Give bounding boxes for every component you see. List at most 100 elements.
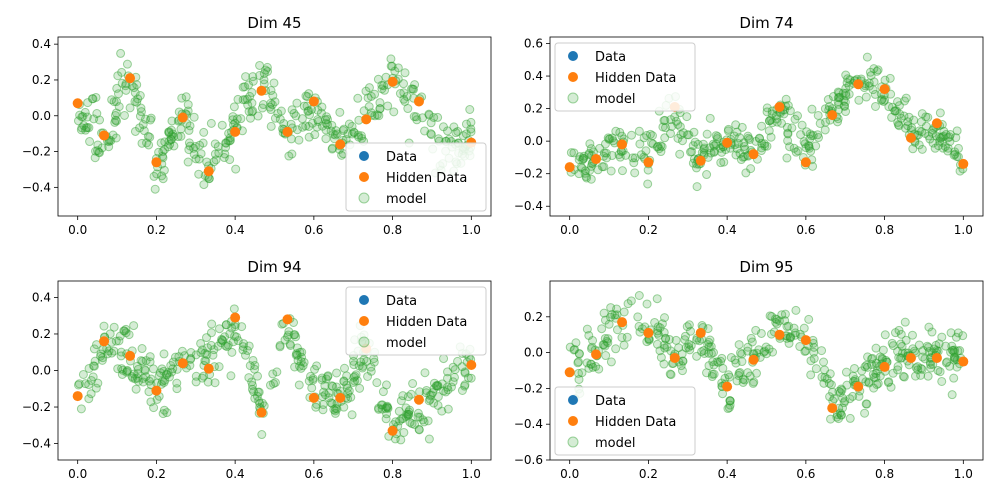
model-point [791,305,801,315]
model-point [958,331,968,341]
model-point [735,368,745,378]
model-point [290,330,300,340]
model-point [716,143,726,153]
model-point [466,373,476,383]
model-point [655,323,665,333]
model-point [370,89,380,99]
model-point [418,113,428,123]
model-point [661,334,671,344]
model-point [293,355,303,365]
model-point [574,169,584,179]
model-point [377,404,387,414]
model-point [117,67,127,77]
model-point [411,112,421,122]
model-point [606,357,616,367]
model-point [339,402,349,412]
model-point [897,341,907,351]
model-point [573,357,583,367]
model-point [724,403,734,413]
model-point [569,148,579,158]
model-point [597,162,607,172]
model-point [80,107,90,117]
model-point [221,320,231,330]
model-point [703,340,713,350]
model-point [641,146,651,156]
model-point [839,95,849,105]
model-point [941,130,951,140]
model-point [784,338,794,348]
model-point [332,368,342,378]
subplot-title: Dim 94 [247,258,301,276]
model-point [107,348,117,358]
model-point [321,115,331,125]
model-point [713,132,723,142]
model-point [799,323,809,333]
model-point [943,143,953,153]
x-tick-label: 1.0 [954,223,973,237]
model-point [691,163,701,173]
model-point [82,123,92,133]
model-point [820,125,830,135]
model-point [453,356,463,366]
model-point [952,126,962,136]
model-point [825,369,835,379]
model-point [660,313,669,323]
model-point [339,377,349,387]
model-point [950,149,960,159]
model-point [160,375,170,385]
model-point [297,114,307,124]
model-point [379,81,389,91]
model-point [422,385,431,395]
model-point [312,361,322,371]
hidden-data-points [72,312,477,436]
hidden-data-point [591,349,602,360]
model-point [297,352,307,362]
hidden-data-point [774,101,785,112]
model-point [158,153,168,163]
model-point [868,85,878,95]
model-point [125,103,135,113]
model-point [894,353,904,363]
model-point [870,89,880,99]
model-point [586,359,596,369]
model-point [110,117,120,127]
model-point [78,369,88,379]
model-point [414,424,424,434]
legend-marker [568,51,578,61]
legend-box [345,142,487,212]
model-point [606,303,616,313]
model-point [599,162,609,172]
model-point [449,122,459,132]
model-point [890,106,900,116]
model-point [257,430,267,440]
model-point [867,354,877,364]
model-point [109,97,119,107]
model-point [949,150,959,160]
model-point [317,121,327,131]
legend-label: Hidden Data [595,415,676,430]
model-point [667,121,677,131]
model-point [164,127,174,137]
model-point [762,141,772,151]
model-point [708,348,718,358]
model-point [842,380,852,390]
model-point [141,356,151,366]
model-point [836,384,846,394]
model-points [73,304,476,445]
model-point [167,116,177,126]
model-point [461,119,471,129]
model-point [259,75,269,85]
model-point [692,351,702,361]
model-point [704,348,714,358]
hidden-data-point [99,336,110,347]
model-point [755,134,765,144]
model-point [382,401,392,411]
model-point [805,134,815,144]
model-point [927,327,937,337]
model-point [158,146,168,156]
model-point [347,129,357,139]
x-tick-label: 0.4 [718,467,737,481]
model-point [98,344,108,354]
model-point [749,377,759,387]
model-point [169,132,178,142]
